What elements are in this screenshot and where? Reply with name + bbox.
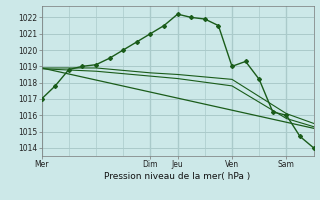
X-axis label: Pression niveau de la mer( hPa ): Pression niveau de la mer( hPa ) xyxy=(104,172,251,181)
